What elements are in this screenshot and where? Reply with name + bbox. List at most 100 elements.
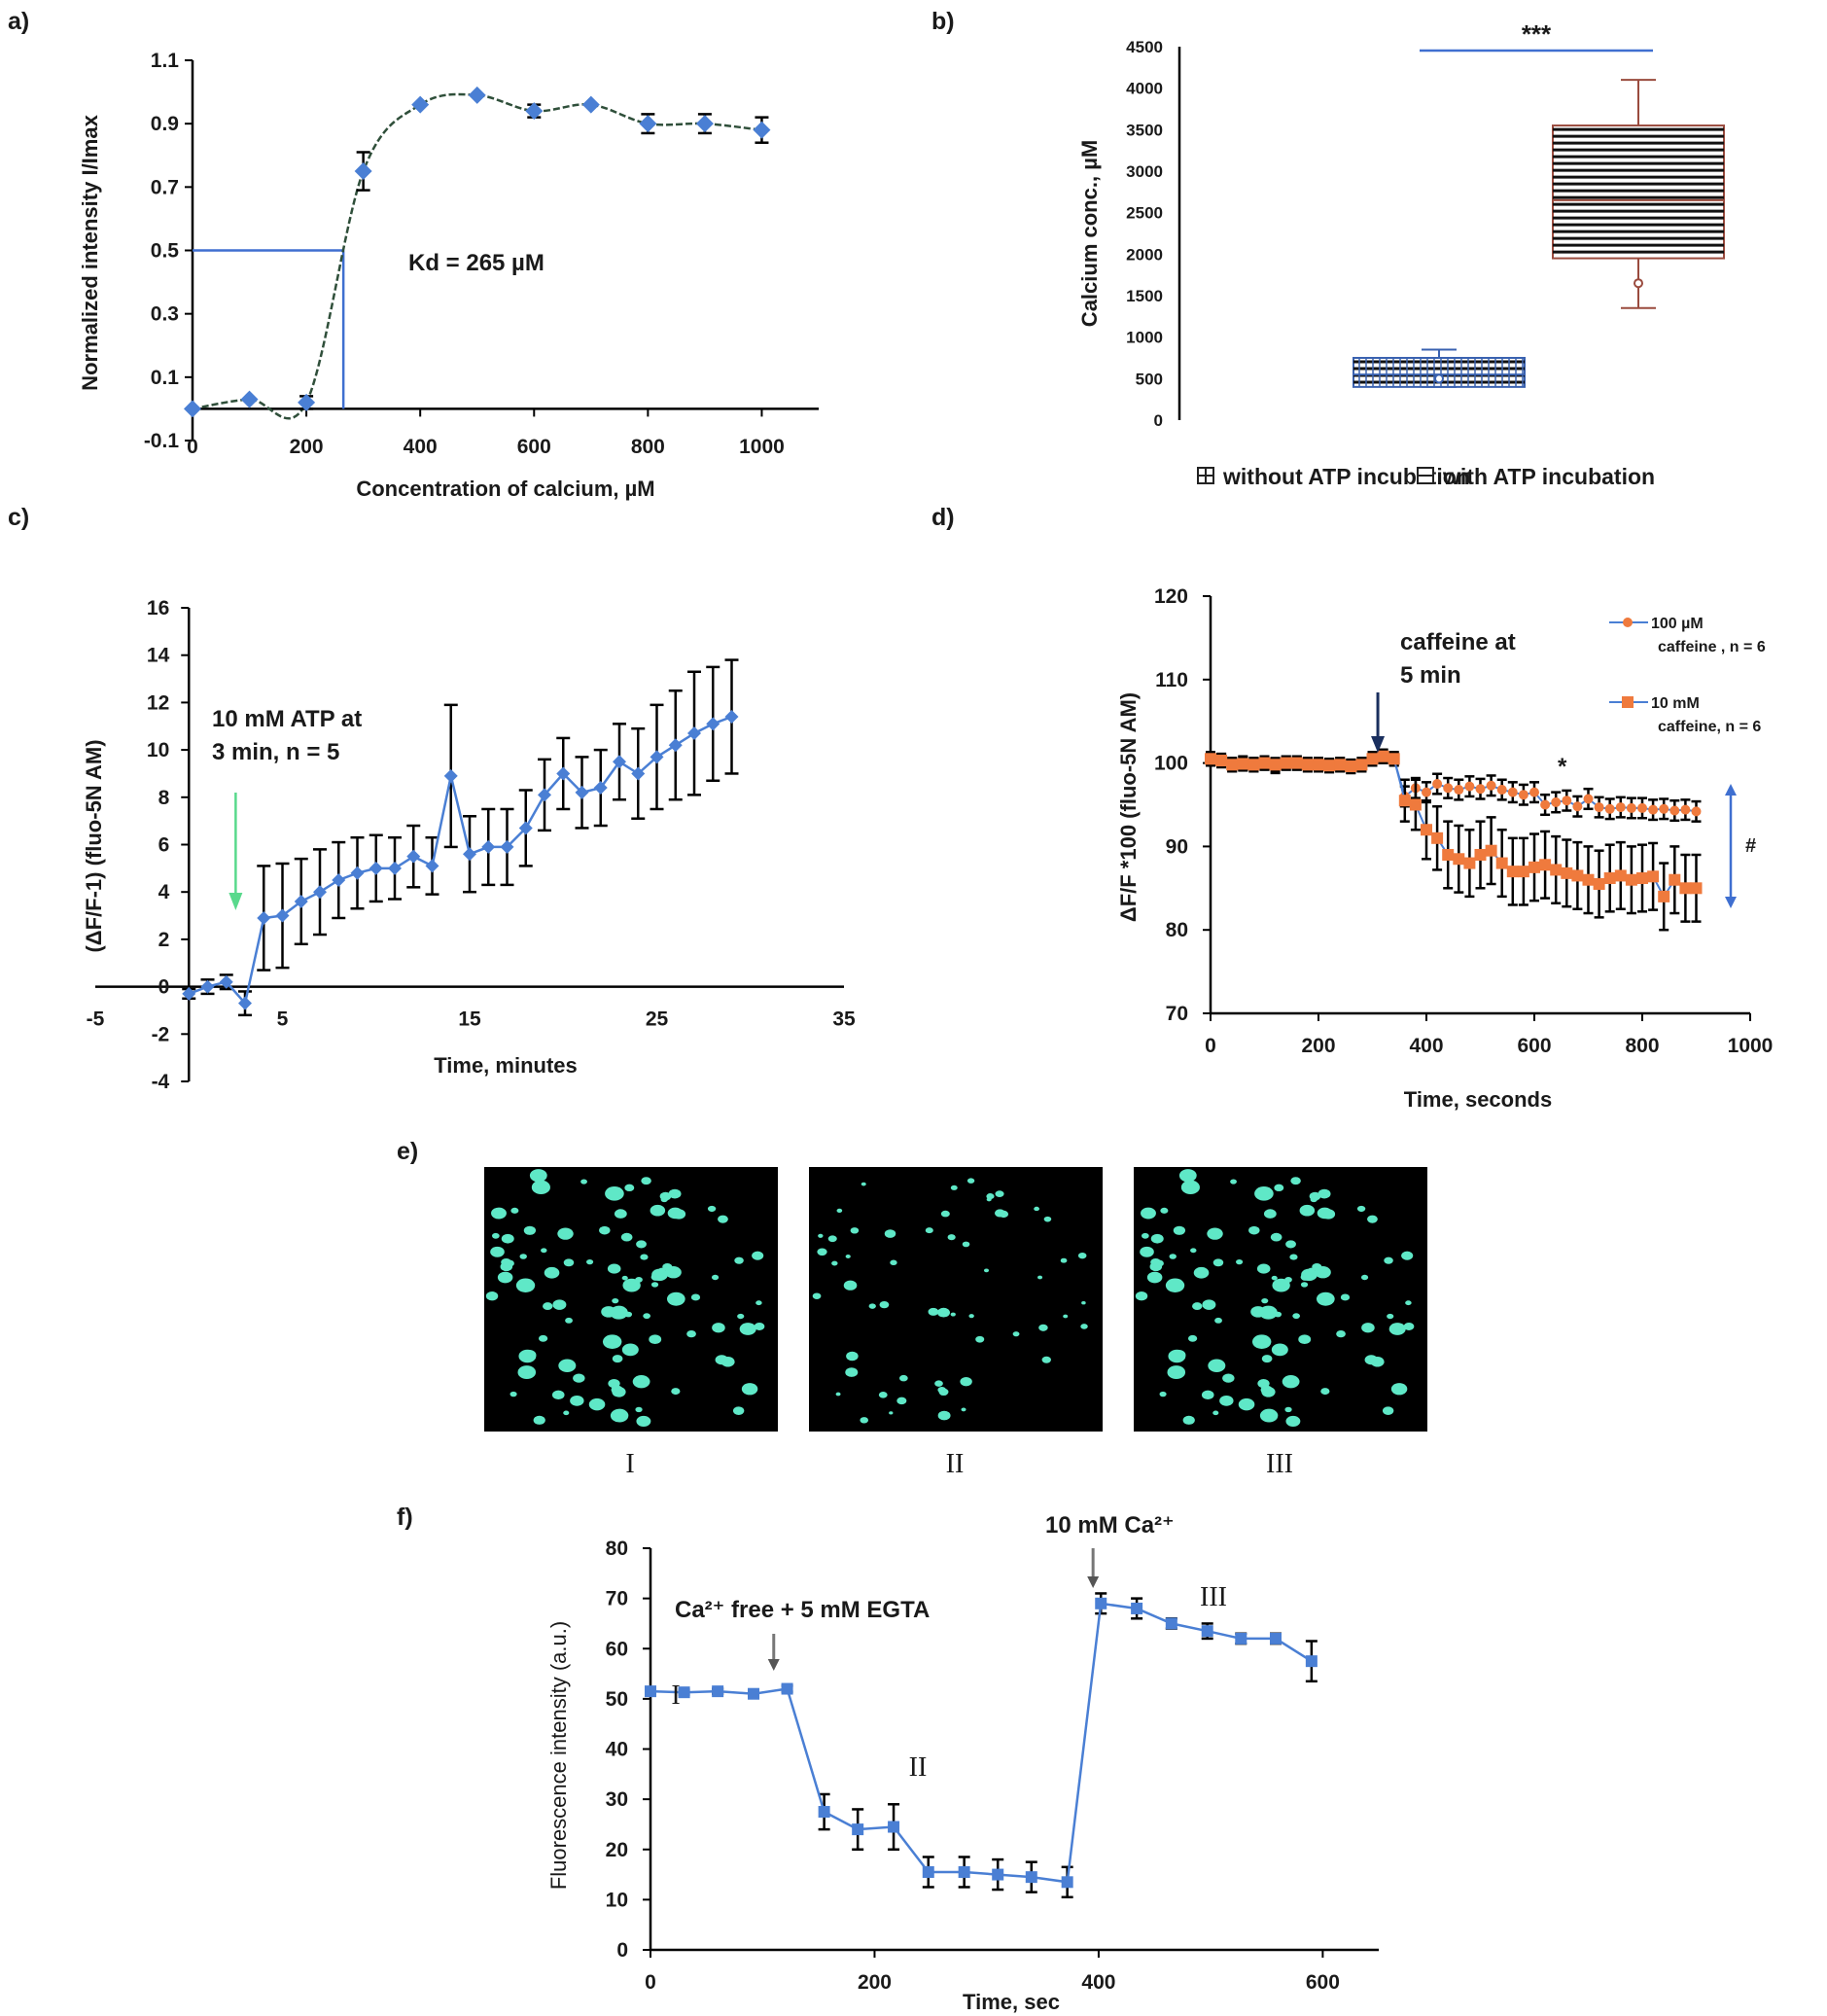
- fluorescent-spot: [586, 1258, 594, 1265]
- data-point: [852, 1823, 864, 1836]
- y-tick-label: -2: [152, 1023, 170, 1045]
- data-point: [1507, 787, 1518, 797]
- data-point: [1691, 806, 1702, 817]
- y-tick-label: 80: [606, 1538, 628, 1560]
- y-axis-label: Normalized intensity I/Imax: [78, 114, 102, 390]
- fluorescent-spot: [1150, 1233, 1164, 1244]
- data-point: [1604, 803, 1615, 814]
- y-tick-label: 500: [1136, 370, 1163, 388]
- fluorescent-spot: [1403, 1322, 1415, 1330]
- fluorescent-spot: [621, 1343, 639, 1357]
- fluorescent-spot: [1192, 1302, 1203, 1310]
- data-point: [1215, 755, 1228, 767]
- data-point: [1679, 882, 1692, 895]
- fluorescent-spot: [1167, 1365, 1186, 1380]
- data-point: [468, 86, 486, 104]
- fluorescent-spot: [1201, 1390, 1214, 1400]
- y-tick-label: 120: [1154, 585, 1188, 608]
- data-point: [712, 1685, 724, 1698]
- x-tick-label: 25: [646, 1008, 669, 1031]
- atp-annotation: 3 min, n = 5: [212, 739, 339, 765]
- x-axis-label: Time, seconds: [1404, 1087, 1552, 1112]
- data-point: [1269, 1632, 1282, 1645]
- data-point: [1443, 783, 1454, 794]
- fluorescent-spot: [690, 1293, 701, 1301]
- x-tick-label: 400: [404, 436, 438, 458]
- fluorescent-spot: [1318, 1188, 1331, 1199]
- x-tick-label: 800: [1625, 1035, 1659, 1057]
- fluorescent-spot: [843, 1280, 858, 1291]
- data-point: [538, 788, 551, 802]
- fluorescent-spot: [1285, 1240, 1296, 1249]
- fluorescent-spot: [1259, 1305, 1278, 1320]
- x-tick-label: -5: [87, 1008, 105, 1031]
- difference-arrowhead: [1725, 784, 1737, 796]
- fluorescent-spot: [1290, 1177, 1301, 1185]
- fluorescent-spot: [635, 1406, 643, 1413]
- fluorescent-spot: [1081, 1300, 1086, 1305]
- chart-d: 70 80 90 100 110 120 0 200 400 600 800 1000 caffeine…: [1116, 585, 1773, 1112]
- fluorescent-spot: [831, 1260, 838, 1266]
- y-tick-label: 0.1: [151, 367, 180, 389]
- data-point: [687, 726, 701, 741]
- legend-label: 10 mM: [1651, 695, 1700, 712]
- data-point: [631, 766, 646, 781]
- fluorescent-spot: [818, 1233, 824, 1238]
- fluorescent-spot: [671, 1388, 681, 1396]
- data-point: [1582, 873, 1595, 886]
- microscopy-image-2: [809, 1167, 1103, 1432]
- legend-label: with ATP incubation: [1442, 464, 1655, 489]
- fluorescent-spot: [1063, 1314, 1069, 1319]
- x-axis-label: Time, sec: [963, 1990, 1060, 2014]
- x-tick-label: 400: [1081, 1971, 1115, 1994]
- fluorescent-spot: [1187, 1334, 1198, 1342]
- y-tick-label: 0: [158, 976, 170, 999]
- data-point: [1442, 848, 1455, 861]
- fluorescent-spot: [1219, 1395, 1234, 1406]
- fluorescent-spot: [485, 1291, 499, 1301]
- data-point: [992, 1868, 1004, 1881]
- legend-label: caffeine, n = 6: [1658, 719, 1761, 735]
- fluorescent-spot: [662, 1263, 673, 1271]
- fluorescent-spot: [563, 1410, 570, 1416]
- fluorescent-spot: [752, 1251, 764, 1260]
- data-point: [668, 738, 683, 753]
- fluorescent-spot: [1254, 1185, 1274, 1201]
- data-point: [1305, 1655, 1318, 1668]
- data-point: [958, 1865, 970, 1878]
- y-tick-label: 4000: [1126, 80, 1163, 98]
- fluorescent-spot: [1390, 1383, 1408, 1396]
- y-tick-label: 0.5: [151, 240, 180, 263]
- series-line: [650, 1602, 1313, 1884]
- data-point: [1603, 872, 1616, 885]
- data-point: [593, 781, 608, 796]
- fluorescent-spot: [610, 1408, 629, 1423]
- x-tick-label: 0: [1205, 1035, 1216, 1057]
- data-point: [354, 162, 372, 181]
- fluorescent-spot: [889, 1411, 894, 1415]
- fluorescent-spot: [986, 1197, 992, 1202]
- fluorescent-spot: [1300, 1282, 1309, 1288]
- fluorescent-spot: [641, 1177, 651, 1185]
- y-tick-label: 10: [147, 739, 169, 761]
- fluorescent-spot: [580, 1179, 587, 1185]
- caffeine-annotation: 5 min: [1400, 662, 1461, 689]
- fluorescent-spot: [491, 1207, 507, 1220]
- fluorescent-spot: [983, 1268, 990, 1273]
- data-point: [1345, 760, 1357, 773]
- fluorescent-spot: [934, 1380, 943, 1387]
- fluorescent-spot: [827, 1235, 837, 1243]
- fluorescent-spot: [650, 1282, 659, 1288]
- data-point: [1226, 759, 1239, 771]
- y-tick-label: 60: [606, 1638, 628, 1660]
- data-point: [184, 400, 201, 418]
- fluorescent-spot: [718, 1215, 728, 1223]
- data-point: [575, 785, 589, 799]
- fluorescent-spot: [491, 1232, 500, 1239]
- data-point: [481, 839, 496, 854]
- data-point: [1061, 1876, 1073, 1889]
- fluorescent-spot: [711, 1274, 720, 1281]
- fluorescent-spot: [612, 1355, 623, 1363]
- data-point: [369, 861, 383, 875]
- y-axis-label: ΔF/F *100 (fluo-5N AM): [1116, 692, 1141, 922]
